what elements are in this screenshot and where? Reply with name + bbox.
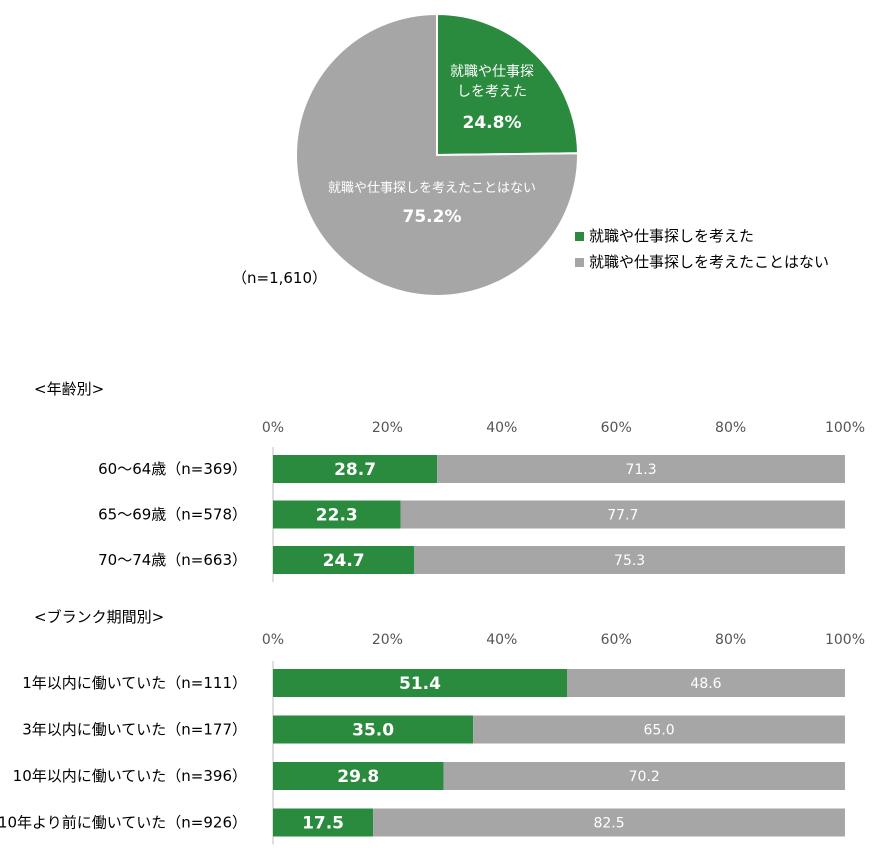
bar-value-label: 70.2: [629, 769, 660, 785]
category-label: 3年以内に働いていた（n=177）: [22, 721, 247, 739]
category-label: 65～69歳（n=578）: [98, 506, 247, 524]
bar-segment-considered: [273, 715, 474, 744]
bar-segment-not-considered: [400, 500, 845, 529]
bar-segment-considered: [273, 500, 401, 529]
bar-value-label: 22.3: [316, 506, 358, 526]
axis-tick-label: 40%: [486, 632, 517, 648]
bar-segment-not-considered: [373, 808, 845, 837]
pie-slice-value-label: 24.8%: [463, 113, 522, 133]
pie-slice-0: [436, 12, 580, 157]
bar-value-label: 82.5: [593, 816, 624, 832]
pie-sample-size-note: （n=1,610）: [232, 269, 327, 287]
bar-segment-not-considered: [443, 762, 845, 790]
section-title: <ブランク期間別>: [34, 608, 164, 626]
pie-slice-label: 就職や仕事探: [450, 64, 534, 80]
bar-segment-not-considered: [414, 546, 845, 574]
axis-tick-label: 20%: [372, 420, 403, 436]
axis-tick-label: 0%: [262, 420, 284, 436]
bar-value-label: 71.3: [625, 462, 656, 478]
bar-segment-not-considered: [567, 669, 845, 697]
bar-value-label: 35.0: [352, 721, 394, 741]
pie-slice-label: 就職や仕事探しを考えたことはない: [328, 181, 536, 196]
category-label: 1年以内に働いていた（n=111）: [22, 674, 247, 692]
bar-segment-considered: [273, 455, 438, 483]
bar-value-label: 65.0: [644, 723, 675, 739]
category-label: 70～74歳（n=663）: [98, 551, 247, 569]
legend-swatch: [575, 232, 584, 241]
pie-slice-label: しを考えた: [457, 84, 527, 100]
blank-period-bar-chart: <ブランク期間別> 0% 20% 40% 60% 80% 100% 1年以内に働いていた（n=…: [0, 608, 865, 845]
bar-value-label: 29.8: [337, 767, 379, 787]
bar-segment-considered: [273, 669, 568, 697]
axis-tick-label: 60%: [601, 632, 632, 648]
bar-segment-considered: [273, 762, 444, 790]
bar-value-label: 75.3: [614, 553, 645, 569]
section-title: <年齢別>: [34, 380, 104, 398]
bar-value-label: 28.7: [334, 460, 376, 480]
category-label: 60～64歳（n=369）: [98, 460, 247, 478]
bar-segment-not-considered: [437, 455, 845, 483]
axis-tick-label: 100%: [825, 420, 865, 436]
bar-value-label: 17.5: [302, 814, 344, 834]
axis-tick-label: 80%: [715, 420, 746, 436]
pie-slice-1: [295, 12, 579, 297]
legend-swatch: [575, 258, 584, 267]
bar-segment-not-considered: [473, 715, 845, 744]
pie-chart: 就職や仕事探しを考えた 24.8% 就職や仕事探しを考えたことはない 75.2%: [295, 12, 580, 297]
category-label: 10年より前に働いていた（n=926）: [0, 814, 247, 832]
legend-entry: 就職や仕事探しを考えたことはない: [589, 253, 829, 271]
category-label: 10年以内に働いていた（n=396）: [13, 767, 247, 785]
bar-segment-considered: [273, 546, 415, 574]
bar-value-label: 77.7: [607, 508, 638, 524]
axis-tick-label: 0%: [262, 632, 284, 648]
bar-value-label: 24.7: [323, 551, 365, 571]
bar-value-label: 48.6: [690, 676, 721, 692]
axis-tick-label: 60%: [601, 420, 632, 436]
bar-value-label: 51.4: [399, 674, 441, 694]
bar-segment-considered: [273, 808, 374, 837]
axis-tick-label: 20%: [372, 632, 403, 648]
pie-slice-value-label: 75.2%: [403, 207, 462, 227]
axis-tick-label: 40%: [486, 420, 517, 436]
axis-tick-label: 80%: [715, 632, 746, 648]
legend-entry: 就職や仕事探しを考えた: [589, 227, 754, 245]
axis-tick-label: 100%: [825, 632, 865, 648]
age-bar-chart: <年齢別> 0% 20% 40% 60% 80% 100% 60～64歳（n=369） 28.7…: [34, 380, 865, 582]
